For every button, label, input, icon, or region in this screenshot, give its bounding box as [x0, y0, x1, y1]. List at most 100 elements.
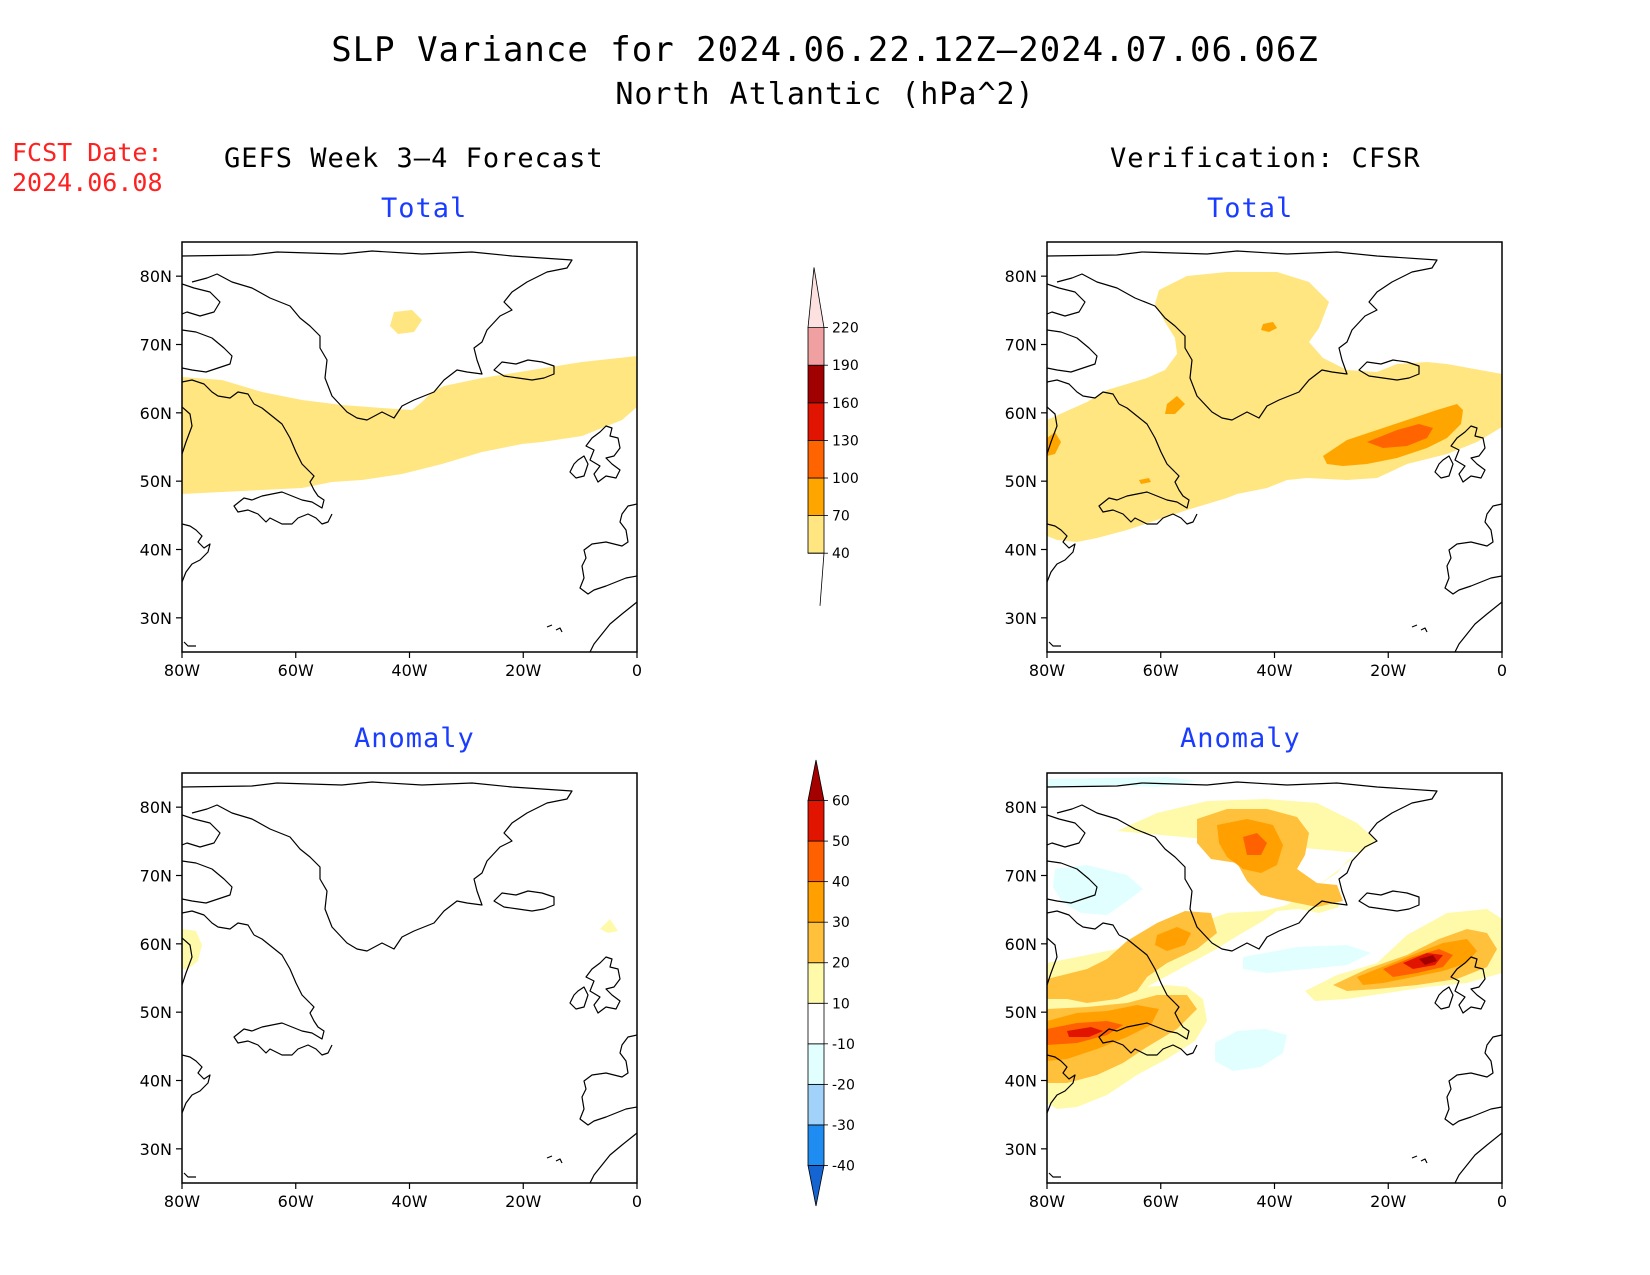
gefs-total-lon-label: 40W [391, 661, 427, 680]
total-colorbar-cap [807, 267, 825, 328]
cfsr-total-lon-label: 0 [1497, 661, 1507, 680]
cfsr-total-map [1047, 250, 1502, 652]
total-colorbar-label: 220 [832, 321, 859, 337]
gefs-total-lat-label: 60N [140, 404, 172, 423]
cfsr-anomaly-lat-label: 40N [1005, 1072, 1037, 1091]
anomaly-colorbar-swatch [807, 1043, 825, 1085]
gefs-anomaly-lat-label: 30N [140, 1140, 172, 1159]
total-colorbar-label: 100 [832, 471, 859, 487]
total-colorbar-lowcap [808, 552, 825, 606]
verification-column-title: Verification: CFSR [1110, 143, 1421, 174]
forecast-anomaly-subtitle: Anomaly [354, 723, 475, 754]
gefs-anomaly-lon-label: 40W [391, 1192, 427, 1211]
cfsr-total-lat-label: 30N [1005, 609, 1037, 628]
anomaly-colorbar-label: -40 [832, 1158, 855, 1174]
gefs-anomaly-lat-label: 60N [140, 935, 172, 954]
anomaly-colorbar-swatch [807, 962, 825, 1004]
gefs-total-lat-label: 30N [140, 609, 172, 628]
cfsr-anomaly-lon-label: 40W [1256, 1192, 1292, 1211]
gefs-anomaly-lat-label: 40N [140, 1072, 172, 1091]
total-colorbar-swatch [807, 402, 825, 441]
anomaly-colorbar-swatch [807, 840, 825, 883]
anomaly-colorbar-highcap [807, 759, 825, 801]
gefs-total-lon-label: 20W [505, 661, 541, 680]
cfsr-total-lon-label: 80W [1029, 661, 1065, 680]
gefs-anomaly-lon-label: 60W [278, 1192, 314, 1211]
total-colorbar-swatch [807, 327, 825, 366]
gefs-total-lon-label: 60W [278, 661, 314, 680]
cfsr-anomaly-lat-label: 60N [1005, 935, 1037, 954]
anomaly-colorbar: -40 -30 -20 -10 10 20 30 40 50 60 [807, 759, 855, 1207]
cfsr-anomaly-lat-label: 80N [1005, 798, 1037, 817]
cfsr-total-lat-label: 50N [1005, 472, 1037, 491]
anomaly-colorbar-label: 30 [832, 915, 850, 931]
gefs-anomaly-map [182, 781, 637, 1183]
cfsr-anomaly-lon-label: 20W [1370, 1192, 1406, 1211]
total-colorbar-swatch [807, 364, 825, 404]
cfsr-total-band-100-130 [1367, 424, 1433, 448]
gefs-total-map [182, 250, 637, 652]
anomaly-colorbar-swatch [807, 881, 825, 923]
gefs-total-lat-label: 70N [140, 336, 172, 355]
gefs-total-lon-label: 0 [632, 661, 642, 680]
anomaly-colorbar-label: -20 [832, 1077, 855, 1093]
forecast-total-subtitle: Total [381, 193, 468, 224]
anomaly-colorbar-swatch [807, 1083, 825, 1126]
main-title: SLP Variance for 2024.06.22.12Z–2024.07.… [331, 30, 1319, 70]
cfsr-anomaly-lat-label: 30N [1005, 1140, 1037, 1159]
fcst-date-label: FCST Date: [12, 138, 163, 167]
cfsr-anomaly-lat-label: 70N [1005, 867, 1037, 886]
anomaly-colorbar-swatch [807, 1124, 825, 1166]
main-subtitle: North Atlantic (hPa^2) [615, 77, 1035, 112]
anomaly-colorbar-label: 20 [832, 956, 850, 972]
verification-total-subtitle: Total [1207, 193, 1294, 224]
gefs-anomaly-lon-label: 0 [632, 1192, 642, 1211]
gefs-anomaly-lat-label: 80N [140, 798, 172, 817]
anomaly-colorbar-swatch [807, 921, 825, 964]
anomaly-colorbar-label: -30 [832, 1118, 855, 1134]
gefs-anomaly-lat-label: 50N [140, 1003, 172, 1022]
forecast-column-title: GEFS Week 3–4 Forecast [224, 143, 604, 174]
gefs-total-lat-label: 50N [140, 472, 172, 491]
total-colorbar-swatch [807, 477, 825, 516]
gefs-total-greenland-blob [390, 310, 422, 334]
gefs-anomaly-lon-label: 20W [505, 1192, 541, 1211]
cfsr-anomaly-lon-label: 80W [1029, 1192, 1065, 1211]
verification-anomaly-subtitle: Anomaly [1180, 723, 1301, 754]
anomaly-colorbar-swatch [807, 800, 825, 842]
anomaly-colorbar-lowcap [807, 1165, 825, 1207]
cfsr-total-lat-label: 40N [1005, 541, 1037, 560]
anomaly-colorbar-label: 40 [832, 875, 850, 891]
total-colorbar-label: 70 [832, 509, 850, 525]
total-colorbar-label: 130 [832, 433, 859, 449]
gefs-total-band-40-70 [182, 356, 637, 494]
gefs-total-lon-label: 80W [164, 661, 200, 680]
cfsr-total-lon-label: 60W [1143, 661, 1179, 680]
gefs-anomaly-lon-label: 80W [164, 1192, 200, 1211]
cfsr-total-lon-label: 20W [1370, 661, 1406, 680]
total-colorbar: 40 70 100 130 160 190 220 [807, 267, 859, 606]
cfsr-total-lat-label: 80N [1005, 267, 1037, 286]
total-colorbar-swatch [807, 439, 825, 479]
gefs-total-lat-label: 40N [140, 541, 172, 560]
cfsr-total-band-40-70 [1047, 272, 1502, 542]
gefs-total-lat-label: 80N [140, 267, 172, 286]
cfsr-anomaly-lat-label: 50N [1005, 1003, 1037, 1022]
gefs-anomaly-frame [181, 772, 638, 1184]
fcst-date-value: 2024.06.08 [12, 168, 163, 197]
cfsr-total-lat-label: 60N [1005, 404, 1037, 423]
anomaly-colorbar-swatch [807, 1002, 825, 1045]
anomaly-colorbar-label: 60 [832, 794, 850, 810]
total-colorbar-label: 190 [832, 358, 859, 374]
gefs-anomaly-lat-label: 70N [140, 867, 172, 886]
cfsr-anomaly-lon-label: 60W [1143, 1192, 1179, 1211]
cfsr-anomaly-lon-label: 0 [1497, 1192, 1507, 1211]
anomaly-colorbar-label: 50 [832, 834, 850, 850]
anomaly-colorbar-label: -10 [832, 1037, 855, 1053]
total-colorbar-label: 160 [832, 396, 859, 412]
total-colorbar-label: 40 [832, 546, 850, 562]
total-colorbar-swatch [807, 515, 825, 554]
cfsr-total-lat-label: 70N [1005, 336, 1037, 355]
cfsr-total-lon-label: 40W [1256, 661, 1292, 680]
